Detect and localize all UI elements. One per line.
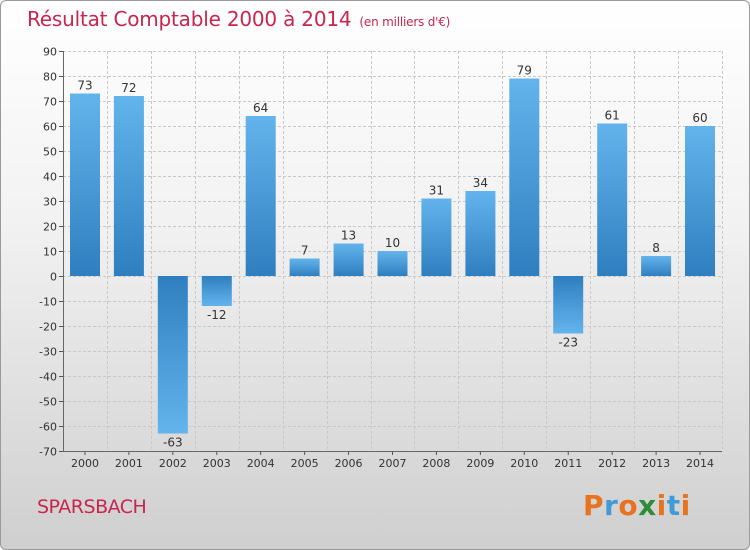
bars [70, 78, 715, 434]
x-tick-label-2003: 2003 [203, 457, 231, 470]
x-tick-label-2000: 2000 [71, 457, 99, 470]
bar-2010 [509, 78, 540, 276]
bar-2004 [245, 116, 276, 276]
data-label-2004: 64 [253, 101, 268, 115]
x-tick-label-2004: 2004 [247, 457, 275, 470]
commune-name: SPARSBACH [37, 496, 147, 518]
bar-2013 [641, 256, 672, 276]
data-label-2009: 34 [473, 176, 488, 190]
x-tick-label-2009: 2009 [466, 457, 494, 470]
data-label-2000: 73 [77, 79, 92, 93]
x-tick-label-2005: 2005 [291, 457, 319, 470]
bar-2008 [421, 198, 452, 276]
data-label-2005: 7 [301, 244, 309, 258]
y-tick-label: -70 [39, 446, 57, 459]
y-tick-label: -50 [39, 396, 57, 409]
y-tick-label: 30 [43, 196, 57, 209]
data-label-2002: -63 [163, 436, 183, 450]
bar-2001 [113, 96, 144, 276]
brand-letter: t [666, 489, 681, 522]
bar-2006 [333, 243, 364, 276]
y-tick-label: -40 [39, 371, 57, 384]
chart-subtitle: (en milliers d'€) [359, 15, 451, 29]
data-labels: 73 72 -63 -12 64 7 13 10 31 34 79 -23 61 8 60 [77, 64, 707, 450]
bar-2003 [201, 276, 232, 306]
x-tick-label-2008: 2008 [422, 457, 450, 470]
proxiti-logo: Proxiti [583, 489, 691, 522]
x-tick-label-2002: 2002 [159, 457, 187, 470]
brand-letter: i [680, 489, 691, 522]
bar-2011 [553, 276, 584, 334]
y-tick-label: -60 [39, 421, 57, 434]
y-tick-label: 70 [43, 96, 57, 109]
brand-letter: x [638, 489, 657, 522]
brand-letter: P [583, 489, 605, 522]
brand-letter: i [656, 489, 667, 522]
x-tick-label-2014: 2014 [686, 457, 714, 470]
bar-2012 [597, 123, 628, 276]
data-label-2003: -12 [207, 308, 227, 322]
y-tick-label: 0 [50, 271, 57, 284]
data-label-2013: 8 [652, 241, 660, 255]
bar-2007 [377, 251, 408, 276]
y-tick-label: -20 [39, 321, 57, 334]
x-tick-label-2011: 2011 [554, 457, 582, 470]
y-tick-label: -30 [39, 346, 57, 359]
chart-title: Résultat Comptable 2000 à 2014 (en millie… [27, 7, 450, 31]
bar-2014 [685, 126, 715, 276]
y-tick-label: 40 [43, 171, 57, 184]
brand-letter: o [618, 489, 639, 522]
bar-2002 [157, 276, 188, 434]
x-tick-label-2013: 2013 [642, 457, 670, 470]
x-tick-label-2007: 2007 [379, 457, 407, 470]
data-label-2007: 10 [385, 236, 400, 250]
bar-2009 [465, 191, 496, 276]
y-tick-label: 10 [43, 246, 57, 259]
axes: -70 -60 -50 -40 -30 -20 -10 0 10 20 30 40 50 60 70 80 90… [39, 46, 722, 470]
data-label-2008: 31 [429, 184, 444, 198]
y-tick-label: 60 [43, 121, 57, 134]
x-tick-label-2006: 2006 [335, 457, 363, 470]
data-label-2014: 60 [692, 111, 707, 125]
data-label-2006: 13 [341, 229, 356, 243]
data-label-2001: 72 [121, 81, 136, 95]
x-tick-label-2001: 2001 [115, 457, 143, 470]
x-tick-label-2010: 2010 [510, 457, 538, 470]
data-label-2010: 79 [517, 64, 532, 78]
bar-2000 [70, 93, 100, 276]
data-label-2011: -23 [558, 336, 578, 350]
x-tick-label-2012: 2012 [598, 457, 626, 470]
y-tick-label: -10 [39, 296, 57, 309]
y-tick-label: 90 [43, 46, 57, 59]
y-tick-label: 50 [43, 146, 57, 159]
y-tick-label: 80 [43, 71, 57, 84]
y-tick-label: 20 [43, 221, 57, 234]
chart-title-text: Résultat Comptable 2000 à 2014 [27, 7, 352, 31]
bar-2005 [289, 258, 320, 276]
brand-letter: r [604, 489, 619, 522]
data-label-2012: 61 [605, 109, 620, 123]
